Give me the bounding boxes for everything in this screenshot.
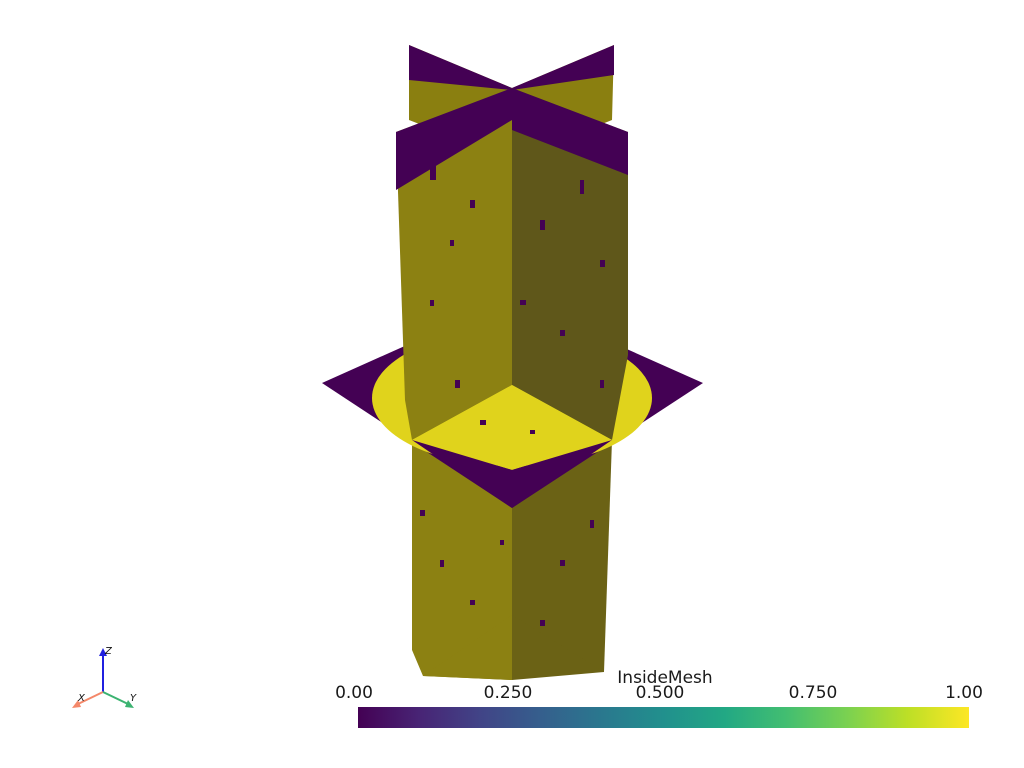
- upper-slice-right-top: [512, 88, 628, 175]
- upper-slice-left: [396, 88, 512, 440]
- void-specks: [420, 160, 605, 626]
- upper-back-top-dark: [409, 45, 614, 90]
- upper-slice-left-top: [396, 88, 512, 190]
- lower-slice-left-bottom: [423, 615, 512, 680]
- scalar-bar-tick-4: 1.00: [945, 683, 983, 703]
- upper-slice-right: [512, 88, 628, 440]
- x-axis-label: X: [77, 693, 86, 704]
- scalar-bar-colormap: [358, 707, 969, 728]
- lower-slice-right-bottom: [512, 615, 604, 680]
- y-axis-arrow: [125, 700, 134, 708]
- z-axis-label: Z: [104, 646, 113, 657]
- scalar-bar-tick-1: 0.250: [483, 683, 533, 703]
- scalar-bar-tick-3: 0.750: [788, 683, 838, 703]
- scalar-bar-tick-2: 0.500: [635, 683, 685, 703]
- front-wedge-edge: [412, 440, 612, 508]
- y-axis-line: [102, 691, 129, 705]
- front-wedge-plane: [412, 385, 612, 470]
- y-axis-label: Y: [130, 693, 137, 704]
- x-axis-arrow: [72, 700, 81, 708]
- scalar-bar-title: InsideMesh: [617, 668, 713, 688]
- orientation-axes: Z X Y: [60, 640, 150, 720]
- x-axis-line: [77, 691, 104, 705]
- z-axis-arrow: [99, 648, 107, 656]
- scalar-bar-tick-0: 0.00: [335, 683, 373, 703]
- lower-slice-right: [512, 440, 612, 672]
- lower-slice-left: [412, 440, 512, 680]
